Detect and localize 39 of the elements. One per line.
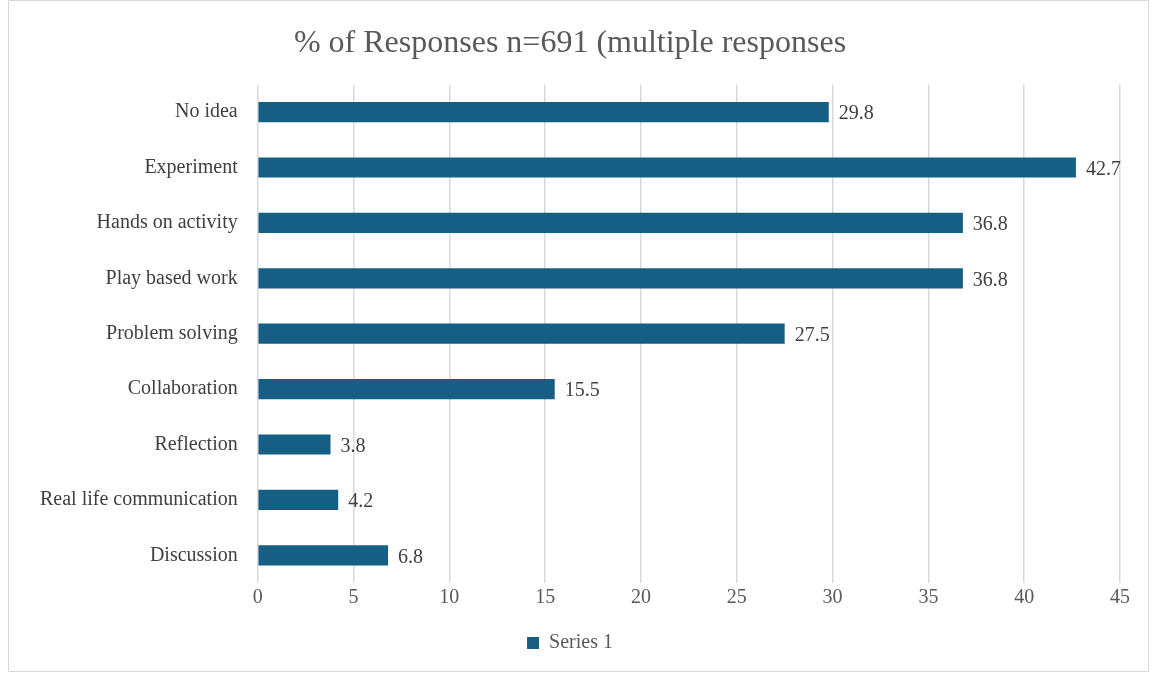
data-label: 15.5	[564, 378, 600, 401]
bar	[258, 268, 963, 289]
y-tick-label: Experiment	[144, 154, 239, 178]
bar	[258, 489, 339, 510]
x-tick-label: 40	[1014, 585, 1035, 608]
bar	[258, 323, 785, 344]
y-tick-label: Discussion	[149, 542, 238, 565]
bar	[258, 434, 331, 455]
bar	[258, 545, 389, 566]
bar	[258, 379, 555, 400]
bar	[258, 102, 829, 123]
y-tick-label: Reflection	[154, 431, 238, 454]
data-label: 3.8	[340, 433, 366, 456]
x-tick-label: 10	[439, 585, 460, 608]
x-tick-label: 0	[252, 585, 263, 608]
chart-title: % of Responses n=691 (multiple responses	[293, 22, 847, 59]
data-label: 36.8	[972, 212, 1008, 235]
bar	[258, 212, 963, 233]
x-tick-label: 30	[822, 585, 843, 608]
y-tick-label: Hands on activity	[96, 210, 238, 234]
x-tick-label: 25	[726, 585, 747, 608]
bar	[258, 157, 1076, 178]
data-label: 42.7	[1085, 156, 1121, 179]
y-tick-label: Play based work	[105, 265, 238, 289]
data-label: 29.8	[838, 101, 874, 124]
x-tick-label: 45	[1110, 585, 1130, 608]
data-label: 27.5	[794, 322, 830, 345]
data-label: 6.8	[398, 544, 424, 567]
y-tick-label: Collaboration	[127, 376, 238, 399]
data-label: 4.2	[348, 489, 374, 512]
x-tick-label: 5	[348, 585, 359, 608]
y-tick-label: No idea	[174, 99, 238, 122]
x-tick-label: 15	[535, 585, 556, 608]
x-tick-label: 20	[630, 585, 651, 608]
x-tick-label: 35	[918, 585, 939, 608]
legend-label: Series 1	[549, 630, 613, 653]
y-tick-label: Problem solving	[106, 320, 238, 344]
data-label: 36.8	[972, 267, 1008, 290]
y-tick-label: Real life communication	[40, 487, 238, 510]
